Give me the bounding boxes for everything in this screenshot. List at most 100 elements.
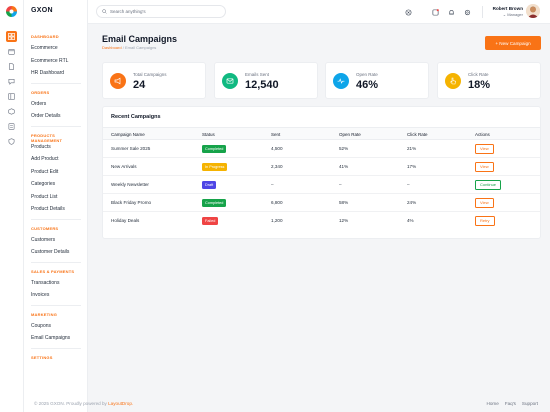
campaign-name: Summer Sale 2025 bbox=[111, 146, 151, 151]
recent-campaigns-table: Recent Campaigns Campaign Name Status Se… bbox=[102, 106, 541, 239]
stat-value: 18% bbox=[468, 79, 491, 91]
stat-value: 46% bbox=[356, 79, 379, 91]
table-row: Black Friday Promo Completed 6,800 58% 2… bbox=[103, 194, 540, 212]
stat-card-emails-sent: Emails Sent 12,540 bbox=[214, 62, 318, 99]
sidebar-item-product-details[interactable]: Product Details bbox=[31, 206, 65, 212]
rail-file-icon[interactable] bbox=[6, 61, 17, 72]
powered-by-link[interactable]: LayoutDrop. bbox=[108, 401, 134, 406]
campaign-name: Black Friday Promo bbox=[111, 200, 152, 205]
top-header: Robert Brown ⌄ Manager bbox=[88, 0, 550, 24]
pulse-icon bbox=[333, 73, 349, 89]
sidebar-item-ecommerce-rtl[interactable]: Ecommerce RTL bbox=[31, 57, 69, 64]
campaign-name: Weekly Newsletter bbox=[111, 182, 149, 187]
table-header-row: Campaign Name Status Sent Open Rate Clic… bbox=[103, 128, 540, 140]
open-rate: 52% bbox=[339, 146, 349, 151]
rail-calendar-icon[interactable] bbox=[6, 46, 17, 57]
sidebar-item-customer-details[interactable]: Customer Details bbox=[31, 249, 70, 255]
sidebar-item-coupons[interactable]: Coupons bbox=[31, 322, 52, 329]
notification-bell-icon[interactable] bbox=[447, 8, 455, 16]
open-rate: 58% bbox=[339, 200, 349, 205]
search-input[interactable] bbox=[110, 9, 220, 14]
user-name[interactable]: Robert Brown bbox=[492, 6, 523, 11]
sidebar-item-add-product[interactable]: Add Product bbox=[31, 156, 59, 162]
campaign-name: New Arrivals bbox=[111, 164, 137, 169]
sent-count: 2,340 bbox=[271, 164, 283, 169]
footer-links: Home Faq's Support bbox=[487, 401, 538, 406]
sent-count: – bbox=[271, 182, 274, 187]
sidebar-item-invoices[interactable]: Invoices bbox=[31, 292, 50, 298]
status-badge: Completed bbox=[202, 198, 227, 207]
avatar[interactable] bbox=[526, 4, 540, 18]
breadcrumb-separator: / bbox=[122, 45, 124, 50]
rail-chat-icon[interactable] bbox=[6, 76, 17, 87]
settings-gear-icon[interactable] bbox=[463, 8, 471, 16]
mail-icon bbox=[222, 73, 238, 89]
rail-shield-icon[interactable] bbox=[6, 136, 17, 147]
view-button[interactable]: View bbox=[475, 143, 494, 154]
search-icon bbox=[102, 9, 107, 14]
search-box bbox=[96, 5, 226, 18]
breadcrumb-dashboard-link[interactable]: Dashboard bbox=[102, 45, 122, 50]
app-logo-icon bbox=[6, 6, 17, 17]
table-row: Summer Sale 2025 Completed 4,500 52% 21%… bbox=[103, 140, 540, 158]
table-divider bbox=[103, 127, 540, 128]
section-divider bbox=[31, 261, 81, 263]
column-header-campaign-name: Campaign Name bbox=[111, 131, 145, 137]
stat-card-click-rate: Click Rate 18% bbox=[437, 62, 541, 99]
footer-link-faqs[interactable]: Faq's bbox=[504, 401, 516, 406]
retry-button[interactable]: Retry bbox=[475, 215, 495, 226]
table-row: Holiday Deals Failed 1,200 12% 4% Retry bbox=[103, 212, 540, 230]
avatar-portrait-icon bbox=[526, 4, 540, 18]
sidebar-item-email-campaigns[interactable]: Email Campaigns bbox=[31, 335, 71, 341]
rail-list-icon[interactable] bbox=[6, 121, 17, 132]
status-badge: Failed bbox=[202, 216, 219, 225]
sidebar-item-transactions[interactable]: Transactions bbox=[31, 279, 60, 286]
section-title-settings: SETTINGS bbox=[31, 354, 53, 360]
sidebar-item-product-edit[interactable]: Product Edit bbox=[31, 168, 59, 175]
sidebar-item-ecommerce[interactable]: Ecommerce bbox=[31, 45, 58, 51]
sidebar-item-product-list[interactable]: Product List bbox=[31, 193, 58, 200]
stat-label: Click Rate bbox=[468, 72, 489, 77]
section-divider bbox=[31, 347, 81, 349]
apps-icon[interactable] bbox=[431, 8, 439, 16]
sidebar-nav: DASHBOARD Ecommerce Ecommerce RTL HR Das… bbox=[31, 34, 81, 366]
stat-value: 12,540 bbox=[245, 79, 279, 91]
view-button[interactable]: View bbox=[475, 197, 494, 208]
sidebar-item-customers[interactable]: Customers bbox=[31, 236, 56, 243]
table-row: New Arrivals In Progress 2,340 41% 17% V… bbox=[103, 158, 540, 176]
view-button[interactable]: View bbox=[475, 161, 494, 172]
footer-link-support[interactable]: Support bbox=[521, 401, 538, 406]
sidebar-item-categories[interactable]: Categories bbox=[31, 181, 56, 187]
footer-link-home[interactable]: Home bbox=[486, 401, 499, 406]
open-rate: 12% bbox=[339, 218, 349, 223]
status-badge: In Progress bbox=[202, 162, 228, 171]
section-title-orders: ORDERS bbox=[31, 89, 50, 95]
sidebar-item-orders[interactable]: Orders bbox=[31, 100, 47, 107]
rail-layout-icon[interactable] bbox=[6, 91, 17, 102]
status-badge: Draft bbox=[202, 180, 217, 189]
campaign-name: Holiday Deals bbox=[111, 218, 140, 223]
sent-count: 4,500 bbox=[271, 146, 283, 151]
rail-dashboard-icon[interactable] bbox=[6, 31, 17, 42]
sidebar-item-products[interactable]: Products bbox=[31, 143, 51, 150]
sidebar-item-order-details[interactable]: Order Details bbox=[31, 113, 61, 119]
stat-label: Emails Sent bbox=[245, 72, 270, 77]
sidebar-item-hr-dashboard[interactable]: HR Dashboard bbox=[31, 70, 65, 76]
breadcrumb-current: Email Campaigns bbox=[124, 45, 157, 50]
section-title-marketing: MARKETING bbox=[31, 311, 58, 317]
rail-box-icon[interactable] bbox=[6, 106, 17, 117]
icon-rail bbox=[0, 0, 24, 412]
table-title: Recent Campaigns bbox=[111, 114, 161, 120]
section-divider bbox=[31, 82, 81, 84]
click-rate: 24% bbox=[407, 200, 417, 205]
brand-name: GXON bbox=[31, 7, 53, 14]
continue-button[interactable]: Continue bbox=[475, 179, 502, 190]
stat-label: Open Rate bbox=[356, 72, 378, 77]
user-role[interactable]: ⌄ Manager bbox=[503, 12, 523, 17]
megaphone-icon bbox=[110, 73, 126, 89]
column-header-open-rate: Open Rate bbox=[339, 131, 361, 137]
fullscreen-icon[interactable] bbox=[404, 8, 412, 16]
section-divider bbox=[31, 304, 81, 306]
sent-count: 1,200 bbox=[271, 218, 283, 223]
new-campaign-button[interactable]: + New Campaign bbox=[485, 36, 541, 50]
